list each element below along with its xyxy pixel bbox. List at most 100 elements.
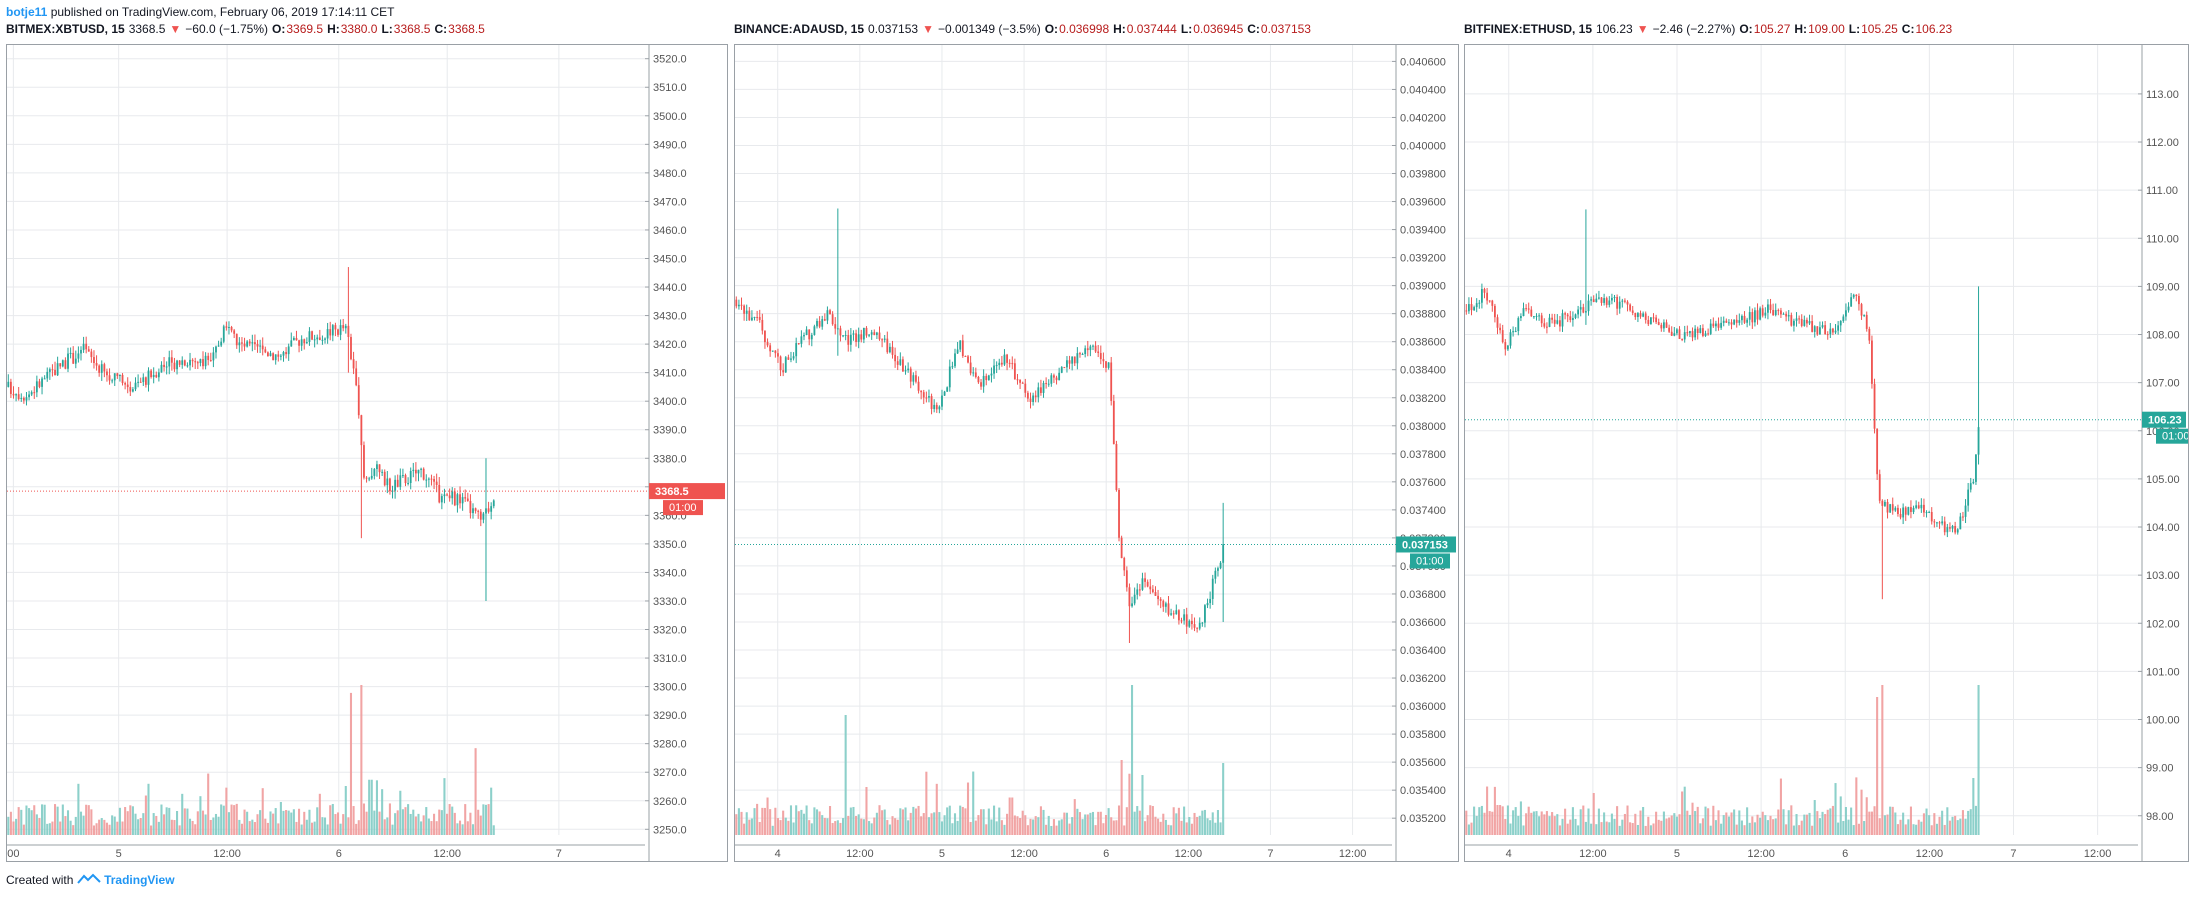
candle bbox=[256, 344, 259, 347]
candle bbox=[1811, 321, 1814, 332]
volume-bar bbox=[855, 815, 858, 835]
volume-bar bbox=[41, 804, 44, 835]
candle bbox=[1136, 589, 1139, 595]
volume-bar bbox=[458, 820, 462, 835]
countdown-label: 01:00 bbox=[1416, 555, 1444, 567]
y-tick-label: 3320.0 bbox=[653, 625, 687, 637]
y-tick-label: 0.036400 bbox=[1400, 645, 1446, 657]
candle bbox=[1107, 362, 1110, 368]
candle bbox=[745, 310, 748, 314]
candle bbox=[1600, 297, 1603, 303]
candle bbox=[269, 353, 272, 357]
volume-bar bbox=[1759, 817, 1762, 835]
volume-bar bbox=[59, 821, 62, 835]
candle bbox=[1644, 313, 1647, 320]
volume-bar bbox=[1673, 813, 1676, 835]
symbol-label[interactable]: BINANCE:ADAUSD, 15 bbox=[734, 22, 865, 36]
price-chart-1[interactable]: 0.040600 0.040400 0.040200 0.040000 0.039800… bbox=[735, 45, 1458, 861]
chart-panel-1[interactable]: 0.040600 0.040400 0.040200 0.040000 0.039800… bbox=[734, 44, 1459, 862]
chart-panel-2[interactable]: 113.00 112.00 111.00 110.00 109.00 108.00 107.… bbox=[1464, 44, 2195, 862]
volume-bar bbox=[1188, 817, 1191, 835]
volume-bar bbox=[66, 810, 70, 835]
volume-bar bbox=[849, 807, 852, 835]
candle bbox=[1172, 613, 1175, 615]
volume-bar bbox=[1219, 822, 1222, 835]
volume-bar bbox=[1961, 810, 1964, 835]
candle bbox=[33, 392, 36, 394]
volume-bar bbox=[1603, 812, 1606, 835]
volume-bar bbox=[279, 801, 282, 835]
candle bbox=[1478, 302, 1481, 304]
tradingview-brand[interactable]: TradingView bbox=[104, 873, 175, 887]
volume-bar bbox=[1201, 810, 1204, 835]
candle bbox=[144, 377, 147, 385]
candle bbox=[1962, 516, 1964, 518]
candle bbox=[404, 475, 407, 484]
volume-bar bbox=[1170, 825, 1173, 835]
volume-bar bbox=[776, 818, 779, 835]
candle bbox=[797, 343, 800, 345]
volume-bar bbox=[15, 818, 18, 835]
volume-bar bbox=[339, 823, 342, 835]
candle bbox=[446, 494, 448, 496]
candle bbox=[1891, 504, 1894, 511]
x-tick-label: 5 bbox=[116, 848, 122, 860]
volume-bar bbox=[1045, 824, 1048, 835]
volume-bar bbox=[1951, 816, 1954, 835]
open-value: 105.27 bbox=[1753, 22, 1791, 36]
candle bbox=[1011, 363, 1014, 365]
volume-bar bbox=[750, 818, 753, 835]
candle bbox=[485, 508, 487, 514]
candle bbox=[1969, 483, 1972, 490]
volume-bar bbox=[1517, 815, 1520, 835]
volume-bar bbox=[1805, 814, 1808, 835]
candle bbox=[1032, 395, 1035, 403]
candle bbox=[865, 327, 868, 336]
volume-bar bbox=[142, 813, 145, 835]
candle bbox=[1699, 328, 1702, 334]
volume-bar bbox=[769, 809, 772, 835]
y-tick-label: 0.037800 bbox=[1400, 449, 1446, 461]
candle bbox=[1743, 315, 1746, 323]
volume-bar bbox=[277, 823, 280, 835]
volume-bar bbox=[168, 807, 171, 835]
volume-bar bbox=[925, 771, 928, 835]
candle bbox=[490, 506, 493, 512]
price-chart-0[interactable]: 3520.0 3510.0 3500.0 3490.0 3480.0 3470.0 3460… bbox=[7, 45, 727, 861]
volume-bar bbox=[100, 818, 103, 835]
volume-bar bbox=[222, 805, 225, 835]
volume-bar bbox=[1834, 783, 1837, 835]
volume-bar bbox=[1852, 825, 1855, 835]
y-tick-label: 3380.0 bbox=[653, 453, 687, 465]
volume-bar bbox=[61, 804, 64, 835]
volume-bar bbox=[269, 811, 272, 835]
volume-bar bbox=[1941, 810, 1944, 835]
volume-bar bbox=[160, 804, 163, 835]
symbol-label[interactable]: BITMEX:XBTUSD, 15 bbox=[6, 22, 125, 36]
candle bbox=[438, 484, 441, 503]
y-tick-label: 113.00 bbox=[2146, 89, 2179, 101]
candle bbox=[300, 339, 303, 346]
chart-panel-0[interactable]: 3520.0 3510.0 3500.0 3490.0 3480.0 3470.0 3460… bbox=[6, 44, 728, 862]
candle bbox=[878, 332, 881, 340]
volume-bar bbox=[1935, 823, 1938, 835]
author-link[interactable]: botje11 bbox=[6, 5, 48, 19]
candle bbox=[1141, 578, 1144, 590]
volume-bar bbox=[735, 814, 738, 835]
volume-bar bbox=[233, 805, 236, 835]
volume-bar bbox=[1967, 810, 1970, 835]
volume-bar bbox=[1974, 805, 1977, 835]
volume-bar bbox=[399, 790, 402, 835]
volume-bar bbox=[1886, 814, 1889, 835]
volume-bar bbox=[1876, 697, 1879, 835]
candle bbox=[1832, 328, 1834, 333]
candle bbox=[1616, 296, 1619, 309]
candle bbox=[1000, 362, 1003, 365]
low-label: L: bbox=[1180, 22, 1193, 36]
price-chart-2[interactable]: 113.00 112.00 111.00 110.00 109.00 108.00 107.… bbox=[1465, 45, 2195, 861]
volume-bar bbox=[1540, 811, 1543, 835]
candle bbox=[912, 375, 915, 382]
volume-bar bbox=[129, 805, 132, 835]
symbol-label[interactable]: BITFINEX:ETHUSD, 15 bbox=[1464, 22, 1593, 36]
x-tick-label: 12:00 bbox=[433, 848, 461, 860]
